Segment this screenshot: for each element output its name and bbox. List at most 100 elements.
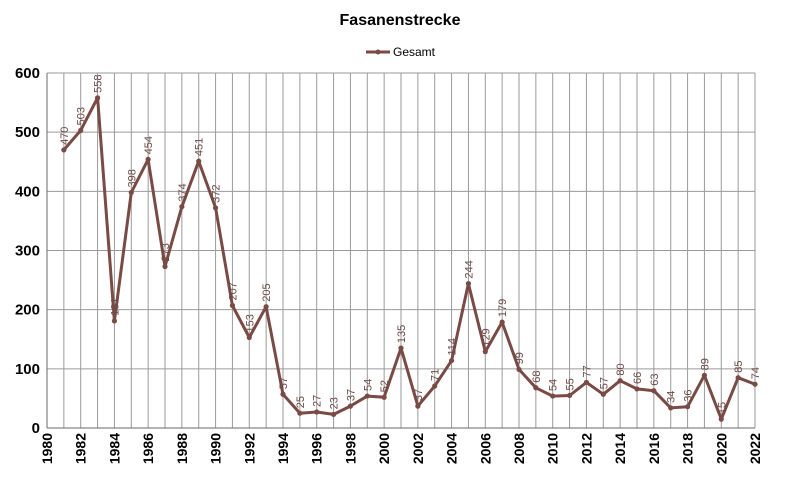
data-point-2004 (448, 357, 455, 364)
x-tick-label-2010: 2010 (545, 433, 561, 464)
data-label-2004: 114 (447, 338, 459, 356)
y-tick-label-100: 100 (15, 361, 40, 378)
data-point-1982 (78, 127, 84, 133)
data-label-1984: 181 (109, 298, 121, 316)
legend-entry-gesamt: Gesamt (393, 45, 436, 59)
data-label-2007: 179 (497, 299, 509, 317)
x-tick-label-1990: 1990 (208, 433, 224, 464)
x-tick-label-2012: 2012 (578, 433, 594, 464)
data-point-1999 (364, 393, 370, 399)
x-tick-label-2022: 2022 (747, 433, 763, 464)
data-point-2001 (398, 345, 404, 351)
data-point-2012 (583, 379, 590, 386)
data-label-1991: 207 (227, 282, 239, 300)
legend: Gesamt (366, 45, 436, 59)
data-point-1992 (246, 334, 252, 341)
data-point-2016 (651, 388, 657, 394)
data-point-2018 (684, 404, 691, 410)
data-label-2011: 55 (565, 378, 577, 390)
x-tick-label-1994: 1994 (275, 433, 291, 464)
data-label-1997: 23 (329, 397, 341, 409)
data-point-1983 (94, 95, 101, 101)
data-point-1991 (229, 302, 236, 309)
data-point-2005 (465, 281, 472, 287)
x-tick-label-2014: 2014 (612, 433, 628, 464)
data-point-2007 (499, 319, 505, 325)
data-label-1992: 153 (244, 314, 256, 332)
x-tick-label-1980: 1980 (39, 433, 55, 464)
data-label-2020: 15 (716, 402, 728, 414)
x-tick-label-1982: 1982 (73, 433, 89, 464)
series-gesamt-data-labels: 470 503 558 181 398 454 273 374 451 372 207 153 205 5… (59, 74, 762, 414)
x-tick-label-2002: 2002 (410, 433, 426, 464)
data-point-2000 (381, 394, 387, 400)
x-tick-label-2006: 2006 (477, 433, 493, 464)
data-point-1993 (263, 304, 269, 310)
data-point-1986 (145, 156, 151, 162)
data-label-2000: 52 (379, 380, 391, 392)
data-label-1994: 57 (278, 377, 290, 389)
data-point-1995 (297, 410, 303, 416)
x-tick-label-1984: 1984 (106, 433, 122, 464)
data-label-2018: 36 (683, 389, 695, 401)
data-point-2009 (533, 385, 539, 391)
data-label-1993: 205 (261, 283, 273, 301)
data-label-2003: 71 (430, 369, 442, 381)
data-point-1981 (61, 147, 67, 153)
data-label-1999: 54 (362, 379, 374, 391)
data-label-1985: 398 (126, 169, 138, 187)
data-label-2016: 63 (649, 373, 661, 385)
data-point-1990 (212, 205, 219, 211)
data-label-2002: 37 (413, 389, 425, 401)
data-label-1995: 25 (295, 396, 307, 408)
data-point-2017 (668, 405, 674, 411)
x-tick-label-1988: 1988 (174, 433, 190, 464)
y-tick-label-500: 500 (15, 124, 40, 141)
data-label-2014: 80 (615, 363, 627, 375)
data-label-1989: 451 (194, 138, 206, 156)
data-point-2008 (516, 366, 522, 373)
data-label-2006: 129 (480, 328, 492, 346)
data-point-2011 (566, 392, 573, 399)
x-tick-label-2008: 2008 (511, 433, 527, 464)
x-axis-tick-labels: 1980 1982 1984 1986 1988 1990 1992 1994 1996 1998… (39, 433, 763, 464)
data-label-2013: 57 (598, 377, 610, 389)
data-label-2021: 85 (733, 360, 745, 372)
data-label-1983: 558 (93, 74, 105, 92)
data-point-2020 (718, 416, 724, 422)
x-tick-label-2018: 2018 (680, 433, 696, 464)
y-tick-label-0: 0 (32, 420, 40, 437)
data-label-1990: 372 (211, 185, 223, 203)
data-label-2012: 77 (581, 365, 593, 377)
data-point-2013 (600, 391, 606, 397)
data-label-1982: 503 (76, 107, 88, 125)
data-label-2009: 68 (531, 371, 543, 383)
data-point-1984 (111, 318, 118, 324)
data-label-2010: 54 (548, 379, 560, 391)
x-tick-label-1998: 1998 (342, 433, 358, 464)
data-point-2022 (752, 381, 758, 387)
data-label-1981: 470 (59, 127, 71, 145)
x-tick-label-1986: 1986 (140, 433, 156, 464)
data-label-2019: 89 (699, 358, 711, 370)
data-point-2003 (432, 383, 438, 389)
data-label-2008: 99 (514, 352, 526, 364)
data-label-1986: 454 (143, 136, 155, 154)
data-point-1988 (179, 204, 185, 210)
series-line-gesamt (62, 96, 756, 421)
data-point-1987 (162, 263, 168, 270)
data-label-1987: 273 (160, 243, 172, 261)
data-label-1988: 374 (177, 183, 189, 201)
data-point-2015 (634, 386, 640, 392)
data-point-2006 (482, 349, 488, 355)
x-tick-label-2020: 2020 (713, 433, 729, 464)
x-tick-label-1996: 1996 (309, 433, 325, 464)
y-axis-tick-labels: 0 100 200 300 400 500 600 (15, 65, 40, 437)
x-tick-label-2000: 2000 (376, 433, 392, 464)
data-point-2021 (735, 375, 741, 381)
y-tick-label-300: 300 (15, 243, 40, 260)
x-tick-label-2004: 2004 (444, 433, 460, 464)
data-point-1998 (347, 403, 354, 409)
x-tick-label-2016: 2016 (646, 433, 662, 464)
